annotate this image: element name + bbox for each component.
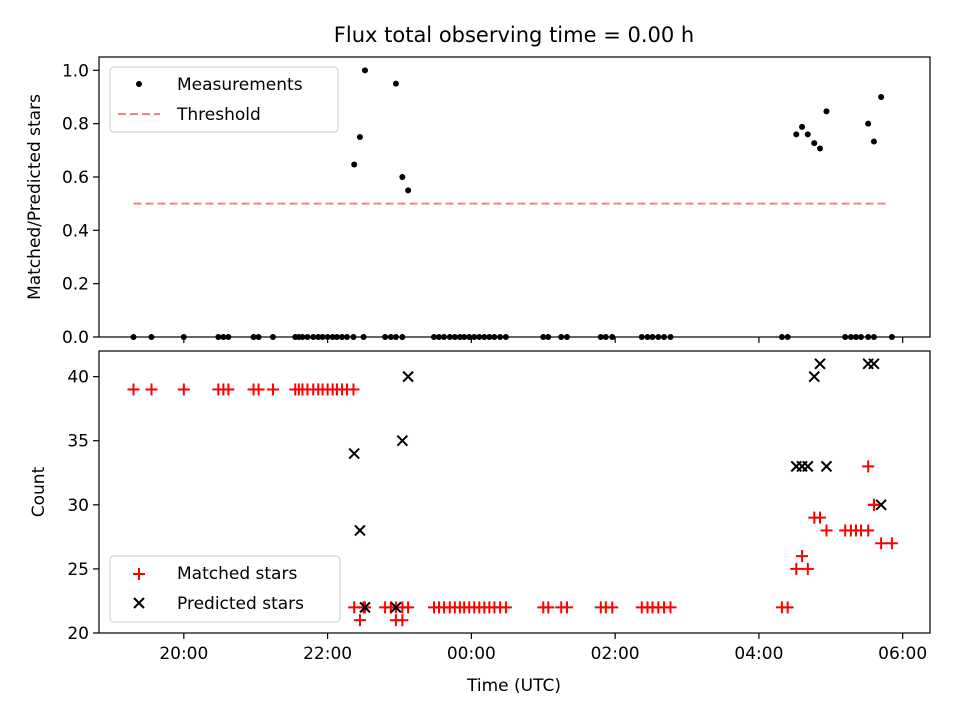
matched-star-point (145, 383, 158, 396)
predicted-star-point (875, 499, 887, 511)
x-tick-label: 22:00 (303, 644, 352, 664)
matched-star-point (885, 537, 898, 550)
x-tick-label: 20:00 (159, 644, 208, 664)
matched-star-point (664, 601, 677, 614)
measurement-point (351, 161, 358, 168)
matched-star-point (396, 614, 409, 627)
predicted-star-point (402, 370, 414, 383)
matched-star-point (862, 524, 875, 537)
matched-star-point (222, 383, 235, 396)
bottom-y-tick-label: 20 (67, 624, 89, 644)
top-y-tick-label: 0.6 (62, 168, 89, 188)
top-y-tick-label: 0.8 (62, 115, 89, 135)
bottom-axes-frame (98, 350, 931, 634)
measurement-point (804, 131, 811, 138)
top-y-tick-label: 0.2 (62, 275, 89, 295)
matched-star-point (781, 601, 794, 614)
legend-matched-marker (133, 568, 145, 580)
measurement-point (811, 140, 818, 147)
matched-star-point (499, 601, 512, 614)
predicted-star-point (802, 460, 814, 473)
top-legend: Measurements Threshold (109, 66, 339, 133)
legend-predicted-marker (133, 597, 145, 609)
legend-matched-label: Matched stars (177, 564, 297, 584)
top-y-axis-label: Matched/Predicted stars (25, 94, 45, 300)
measurement-point (793, 131, 800, 138)
top-panel: Flux total observing time = 0.00 h Match… (25, 23, 931, 340)
matched-star-point (862, 460, 875, 473)
matched-star-point (353, 614, 366, 627)
matched-star-point (177, 383, 190, 396)
legend-threshold-label: Threshold (176, 105, 261, 125)
matched-star-point (790, 562, 803, 575)
top-legend-box (109, 66, 339, 133)
predicted-star-point (868, 358, 880, 370)
predicted-star-point (820, 460, 833, 473)
matched-star-point (542, 601, 555, 614)
legend-measurements-label: Measurements (177, 75, 303, 95)
bottom-legend: Matched stars Predicted stars (109, 555, 341, 623)
predicted-star-point (814, 358, 826, 370)
top-y-tick-label: 0.4 (62, 221, 89, 241)
measurement-point (865, 120, 872, 127)
top-y-tick-label: 1.0 (62, 61, 89, 81)
measurement-point (878, 94, 885, 100)
measurement-point (356, 134, 363, 140)
measurement-point (392, 80, 399, 87)
x-tick-label: 04:00 (734, 644, 783, 664)
bottom-panel: Count Time (UTC) Matched stars Predicted… (29, 350, 931, 696)
predicted-star-point (396, 435, 409, 447)
bottom-y-tick-label: 35 (67, 432, 89, 452)
matched-star-point (867, 498, 880, 511)
matched-star-point (347, 383, 360, 396)
legend-measurements-marker (136, 81, 142, 87)
predicted-star-point (354, 524, 366, 537)
measurement-point (361, 67, 368, 74)
matched-star-point (875, 537, 888, 550)
matched-star-point (402, 601, 415, 614)
bottom-y-tick-label: 25 (67, 560, 89, 580)
bottom-legend-box (109, 555, 341, 623)
matched-star-point (266, 383, 279, 396)
top-chart-title: Flux total observing time = 0.00 h (334, 23, 694, 47)
measurement-point (817, 145, 824, 152)
predicted-star-point (390, 601, 402, 614)
predicted-star-point (359, 601, 371, 614)
measurement-point (399, 174, 406, 180)
bottom-y-tick-label: 30 (67, 496, 89, 516)
bottom-y-axis-label: Count (29, 466, 49, 517)
matched-star-point (127, 383, 140, 396)
x-axis-label: Time (UTC) (466, 676, 561, 696)
measurement-point (870, 138, 877, 145)
matched-star-point (820, 524, 833, 537)
x-tick-label: 02:00 (591, 644, 640, 664)
matched-star-point (814, 511, 827, 524)
x-tick-label: 00:00 (447, 644, 496, 664)
predicted-star-point (348, 447, 360, 460)
top-axes-frame (98, 56, 931, 338)
top-y-tick-label: 0.0 (62, 328, 89, 348)
legend-predicted-label: Predicted stars (177, 594, 304, 614)
predicted-star-point (808, 370, 820, 383)
measurement-point (823, 108, 830, 115)
matched-star-point (801, 562, 814, 575)
measurement-point (405, 187, 412, 194)
matched-star-point (796, 550, 809, 563)
matched-star-point (252, 383, 265, 396)
measurement-point (799, 123, 806, 130)
matched-star-point (606, 601, 619, 614)
matched-star-point (348, 601, 361, 614)
x-tick-label: 06:00 (878, 644, 927, 664)
matched-star-point (560, 601, 573, 614)
bottom-plot-area (127, 358, 898, 627)
bottom-y-tick-label: 40 (67, 368, 89, 388)
